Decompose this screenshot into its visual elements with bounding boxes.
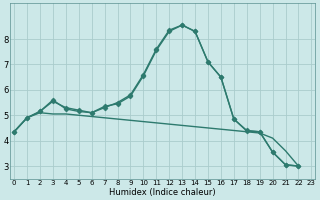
X-axis label: Humidex (Indice chaleur): Humidex (Indice chaleur)	[109, 188, 216, 197]
